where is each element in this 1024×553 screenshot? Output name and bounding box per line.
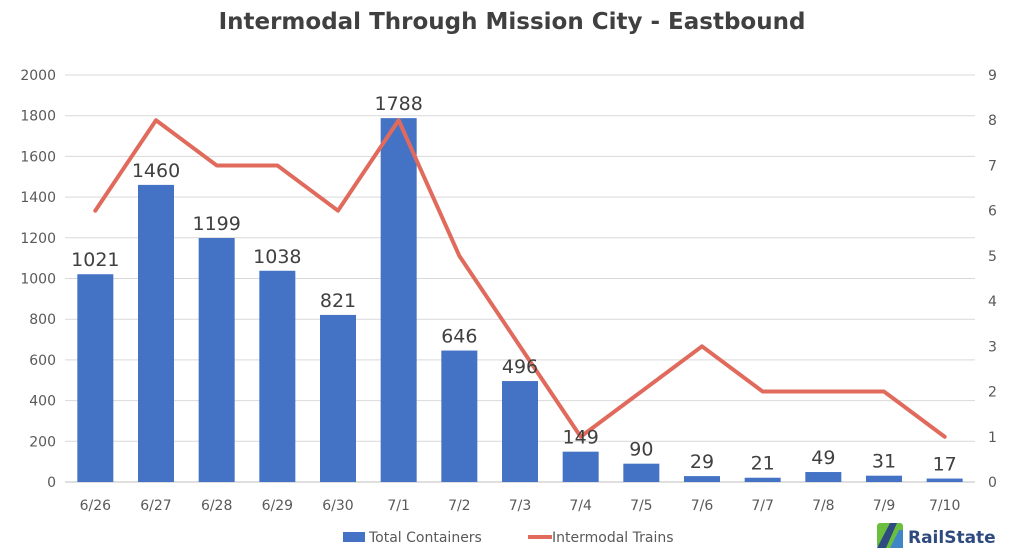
x-tick-label: 6/28 xyxy=(201,498,232,514)
data-label: 1021 xyxy=(71,249,119,271)
line-series xyxy=(93,118,947,439)
y-left-tick-label: 1200 xyxy=(20,231,56,247)
y-left-tick-label: 0 xyxy=(47,475,56,491)
bar-total-containers xyxy=(926,478,963,482)
chart-title: Intermodal Through Mission City - Eastbo… xyxy=(219,9,806,35)
x-tick-label: 6/27 xyxy=(140,498,171,514)
y-left-tick-label: 800 xyxy=(29,312,56,328)
bar-total-containers xyxy=(138,184,174,482)
bar-total-containers xyxy=(744,477,781,482)
y-left-tick-label: 600 xyxy=(29,353,56,369)
legend-swatch-total-containers xyxy=(343,532,365,542)
data-label: 1199 xyxy=(192,213,240,235)
data-label: 49 xyxy=(811,447,835,469)
x-tick-label: 7/5 xyxy=(630,498,653,514)
legend-label-intermodal-trains: Intermodal Trains xyxy=(552,530,674,546)
bar-total-containers xyxy=(502,381,538,482)
x-tick-label: 6/29 xyxy=(262,498,293,514)
y-right-tick-label: 6 xyxy=(988,204,997,220)
y-left-tick-label: 200 xyxy=(29,434,56,450)
y-right-tick-label: 0 xyxy=(988,475,997,491)
bar-total-containers xyxy=(380,118,417,482)
railstate-logo-text: RailState xyxy=(908,528,996,548)
y-right-tick-label: 4 xyxy=(988,294,997,310)
data-labels: 1021 1460 1199 1038 821 1788 646 496 149 90 29 21 49… xyxy=(71,93,957,475)
legend-label-total-containers: Total Containers xyxy=(368,530,482,546)
bar-total-containers xyxy=(866,475,902,482)
y-right-tick-label: 8 xyxy=(988,113,997,129)
x-axis: 6/26 6/27 6/28 6/29 6/30 7/1 7/2 7/3 7/4 7/5 7/6 7/… xyxy=(80,498,961,514)
bar-total-containers xyxy=(198,238,235,482)
data-label: 31 xyxy=(872,451,896,473)
y-left-tick-label: 400 xyxy=(29,394,56,410)
bar-total-containers xyxy=(259,270,296,482)
y-left-tick-label: 2000 xyxy=(20,68,56,84)
data-label: 149 xyxy=(563,427,599,449)
y-left-tick-label: 1000 xyxy=(20,272,56,288)
y-left-tick-label: 1800 xyxy=(20,109,56,125)
bar-total-containers xyxy=(805,472,842,482)
bar-total-containers xyxy=(320,314,356,482)
data-label: 17 xyxy=(933,454,957,476)
bar-total-containers xyxy=(623,463,660,482)
data-label: 29 xyxy=(690,451,714,473)
data-label: 21 xyxy=(751,453,775,475)
y-left-tick-label: 1600 xyxy=(20,149,56,165)
x-tick-label: 7/10 xyxy=(929,498,960,514)
bar-total-containers xyxy=(562,451,599,482)
y-right-tick-label: 3 xyxy=(988,339,997,355)
y-axis-left: 0 200 400 600 800 1000 1200 1400 1600 1800 2000 xyxy=(20,68,56,491)
legend: Total Containers Intermodal Trains xyxy=(343,530,674,546)
x-tick-label: 7/1 xyxy=(387,498,410,514)
data-label: 1038 xyxy=(253,246,301,268)
y-right-tick-label: 7 xyxy=(988,158,997,174)
data-label: 646 xyxy=(441,326,477,348)
y-right-tick-label: 2 xyxy=(988,385,997,401)
x-tick-label: 7/8 xyxy=(812,498,835,514)
x-tick-label: 6/26 xyxy=(80,498,112,514)
x-tick-label: 7/7 xyxy=(751,498,774,514)
data-label: 90 xyxy=(629,439,653,461)
railstate-logo: RailState xyxy=(877,523,996,548)
bar-series xyxy=(77,118,963,482)
data-label: 1788 xyxy=(374,93,422,115)
y-right-tick-label: 1 xyxy=(988,430,997,446)
x-tick-label: 6/30 xyxy=(322,498,353,514)
bar-total-containers xyxy=(441,350,478,482)
bar-total-containers xyxy=(684,476,720,482)
x-tick-label: 7/9 xyxy=(873,498,896,514)
y-left-tick-label: 1400 xyxy=(20,190,56,206)
x-tick-label: 7/4 xyxy=(569,498,592,514)
y-right-tick-label: 9 xyxy=(988,68,997,84)
x-tick-label: 7/6 xyxy=(691,498,714,514)
x-tick-label: 7/2 xyxy=(448,498,471,514)
data-label: 496 xyxy=(502,356,538,378)
y-right-tick-label: 5 xyxy=(988,249,997,265)
bar-total-containers xyxy=(77,274,114,482)
railstate-logo-icon xyxy=(877,523,903,548)
x-tick-label: 7/3 xyxy=(509,498,532,514)
y-axis-right: 0 1 2 3 4 5 6 7 8 9 xyxy=(988,68,997,491)
data-label: 821 xyxy=(320,290,356,312)
data-label: 1460 xyxy=(132,160,180,182)
